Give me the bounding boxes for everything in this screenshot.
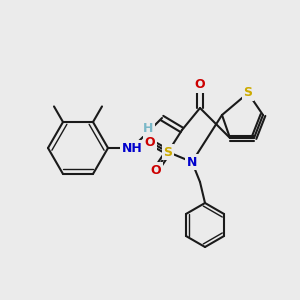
Text: H: H <box>143 122 153 134</box>
Text: O: O <box>145 136 155 148</box>
Text: NH: NH <box>122 142 142 154</box>
Text: S: S <box>164 146 172 158</box>
Text: O: O <box>151 164 161 176</box>
Text: S: S <box>244 86 253 100</box>
Text: N: N <box>187 155 197 169</box>
Text: O: O <box>195 79 205 92</box>
